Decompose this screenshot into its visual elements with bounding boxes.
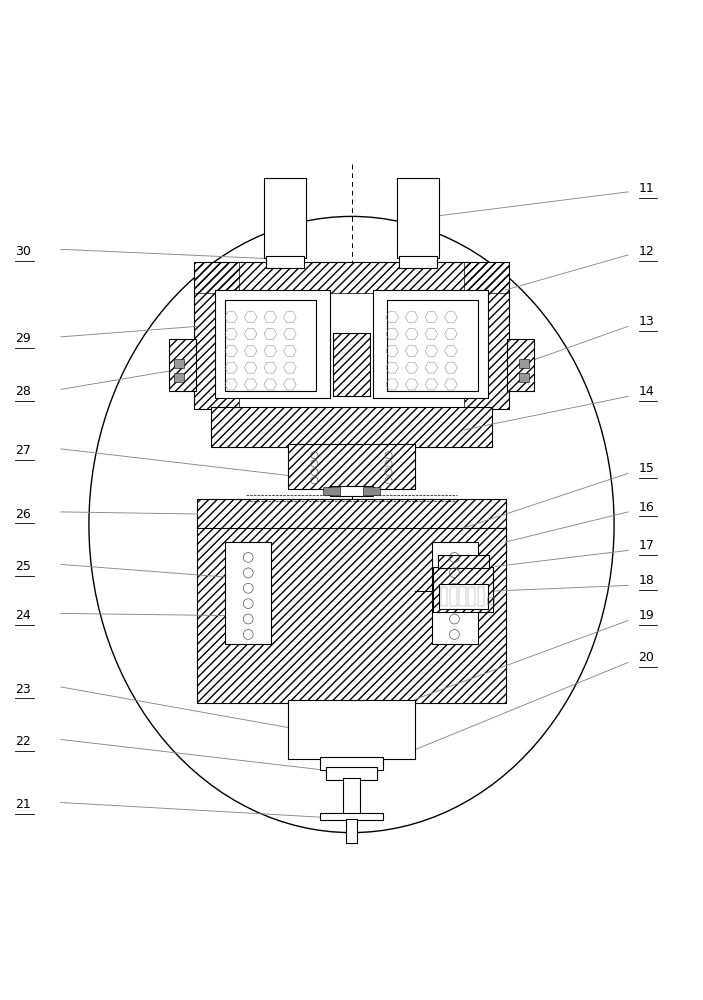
Bar	[487, 597, 494, 604]
Bar	[456, 528, 505, 556]
Bar	[373, 290, 488, 398]
Text: 14: 14	[638, 385, 654, 398]
Text: 23: 23	[15, 683, 31, 696]
Bar	[288, 444, 415, 489]
Text: 24: 24	[15, 609, 31, 622]
Bar	[363, 487, 380, 495]
Bar	[325, 767, 378, 780]
Text: 18: 18	[638, 574, 654, 587]
Text: 27: 27	[15, 444, 31, 457]
Bar	[468, 587, 475, 606]
Bar	[343, 778, 360, 815]
Text: 29: 29	[15, 332, 31, 345]
Bar	[432, 542, 477, 644]
Text: 19: 19	[638, 609, 654, 622]
Text: 12: 12	[638, 245, 654, 258]
Bar	[463, 262, 509, 409]
Bar	[174, 359, 184, 368]
Bar	[169, 339, 196, 391]
Bar	[288, 444, 415, 489]
Bar	[399, 256, 437, 268]
Bar	[264, 178, 306, 258]
Text: 20: 20	[638, 651, 654, 664]
Bar	[266, 256, 304, 268]
Bar	[215, 290, 330, 398]
Text: 30: 30	[15, 245, 31, 258]
Bar	[198, 528, 505, 703]
Bar	[215, 290, 330, 398]
Text: 25: 25	[15, 560, 31, 573]
Bar	[226, 300, 316, 391]
Text: 28: 28	[15, 385, 31, 398]
Text: 17: 17	[638, 539, 654, 552]
Bar	[320, 757, 383, 770]
Bar	[288, 700, 415, 759]
Bar	[212, 407, 491, 447]
Bar	[198, 528, 505, 703]
Text: 22: 22	[15, 735, 31, 748]
Bar	[439, 555, 489, 568]
Bar	[519, 373, 529, 382]
Bar	[330, 486, 373, 496]
Text: 16: 16	[638, 501, 654, 514]
Bar	[198, 499, 505, 529]
Bar	[194, 262, 509, 409]
Bar	[519, 359, 529, 368]
Bar	[441, 587, 447, 606]
Bar	[333, 333, 370, 396]
Bar	[507, 339, 534, 391]
Bar	[434, 567, 493, 612]
Bar	[373, 290, 488, 398]
Bar	[450, 587, 456, 606]
Bar	[459, 587, 465, 606]
Bar	[320, 813, 383, 820]
Bar	[397, 178, 439, 258]
Text: 11: 11	[638, 182, 654, 195]
Bar	[434, 567, 493, 612]
Bar	[387, 300, 477, 391]
Bar	[198, 499, 505, 529]
Bar	[169, 339, 196, 391]
Bar	[439, 555, 489, 568]
Text: 26: 26	[15, 508, 31, 521]
Bar	[212, 407, 491, 447]
Text: 21: 21	[15, 798, 31, 811]
Text: 13: 13	[638, 315, 654, 328]
Bar	[194, 262, 240, 409]
Text: 15: 15	[638, 462, 654, 475]
Bar	[333, 333, 370, 396]
Bar	[174, 373, 184, 382]
Bar	[439, 584, 488, 609]
Bar	[477, 587, 484, 606]
Bar	[226, 542, 271, 644]
Bar	[507, 339, 534, 391]
Bar	[346, 819, 357, 843]
Bar	[194, 262, 509, 293]
Bar	[323, 487, 340, 495]
